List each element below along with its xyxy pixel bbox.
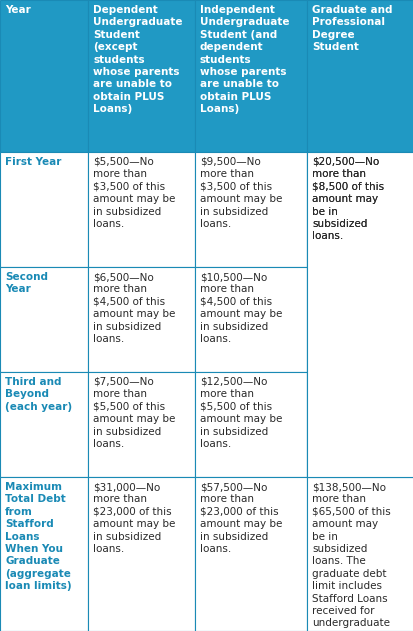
Bar bbox=[88, 477, 195, 631]
Text: Maximum
Total Debt
from
Stafford
Loans
When You
Graduate
(aggregate
loan limits): Maximum Total Debt from Stafford Loans W… bbox=[5, 482, 71, 591]
Bar bbox=[306, 372, 413, 477]
Bar bbox=[88, 372, 195, 477]
Text: $57,500—No
more than
$23,000 of this
amount may be
in subsidized
loans.: $57,500—No more than $23,000 of this amo… bbox=[199, 482, 282, 554]
Text: $20,500—No
more than
$8,500 of this
amount may
be in
subsidized
loans.: $20,500—No more than $8,500 of this amou… bbox=[311, 157, 383, 242]
Text: Dependent
Undergraduate
Student
(except
students
whose parents
are unable to
obt: Dependent Undergraduate Student (except … bbox=[93, 5, 182, 114]
Bar bbox=[195, 267, 306, 372]
Bar bbox=[306, 477, 413, 631]
Text: $31,000—No
more than
$23,000 of this
amount may be
in subsidized
loans.: $31,000—No more than $23,000 of this amo… bbox=[93, 482, 175, 554]
Bar bbox=[0, 0, 88, 152]
Bar bbox=[88, 267, 195, 372]
Text: $6,500—No
more than
$4,500 of this
amount may be
in subsidized
loans.: $6,500—No more than $4,500 of this amoun… bbox=[93, 272, 175, 344]
Text: $7,500—No
more than
$5,500 of this
amount may be
in subsidized
loans.: $7,500—No more than $5,500 of this amoun… bbox=[93, 377, 175, 449]
Text: $12,500—No
more than
$5,500 of this
amount may be
in subsidized
loans.: $12,500—No more than $5,500 of this amou… bbox=[199, 377, 282, 449]
Text: Independent
Undergraduate
Student (and
dependent
students
whose parents
are unab: Independent Undergraduate Student (and d… bbox=[199, 5, 289, 114]
Bar bbox=[0, 372, 88, 477]
Text: Second
Year: Second Year bbox=[5, 272, 48, 295]
Text: Graduate and
Professional
Degree
Student: Graduate and Professional Degree Student bbox=[311, 5, 392, 52]
Text: Third and
Beyond
(each year): Third and Beyond (each year) bbox=[5, 377, 72, 412]
Bar bbox=[0, 267, 88, 372]
Bar bbox=[0, 152, 88, 267]
Text: $5,500—No
more than
$3,500 of this
amount may be
in subsidized
loans.: $5,500—No more than $3,500 of this amoun… bbox=[93, 157, 175, 229]
Text: $20,500—No
more than
$8,500 of this
amount may
be in
subsidized
loans.: $20,500—No more than $8,500 of this amou… bbox=[311, 157, 383, 242]
Bar bbox=[88, 152, 195, 267]
Text: $9,500—No
more than
$3,500 of this
amount may be
in subsidized
loans.: $9,500—No more than $3,500 of this amoun… bbox=[199, 157, 282, 229]
Text: $138,500—No
more than
$65,500 of this
amount may
be in
subsidized
loans. The
gra: $138,500—No more than $65,500 of this am… bbox=[311, 482, 390, 631]
Bar bbox=[195, 152, 306, 267]
Bar bbox=[0, 477, 88, 631]
Bar bbox=[306, 0, 413, 152]
Bar bbox=[306, 152, 413, 267]
Bar bbox=[195, 477, 306, 631]
Bar bbox=[195, 0, 306, 152]
Text: $10,500—No
more than
$4,500 of this
amount may be
in subsidized
loans.: $10,500—No more than $4,500 of this amou… bbox=[199, 272, 282, 344]
Bar bbox=[306, 267, 413, 372]
Bar bbox=[88, 0, 195, 152]
Text: Year: Year bbox=[5, 5, 31, 15]
Text: First Year: First Year bbox=[5, 157, 61, 167]
Bar bbox=[306, 152, 413, 477]
Bar bbox=[195, 372, 306, 477]
